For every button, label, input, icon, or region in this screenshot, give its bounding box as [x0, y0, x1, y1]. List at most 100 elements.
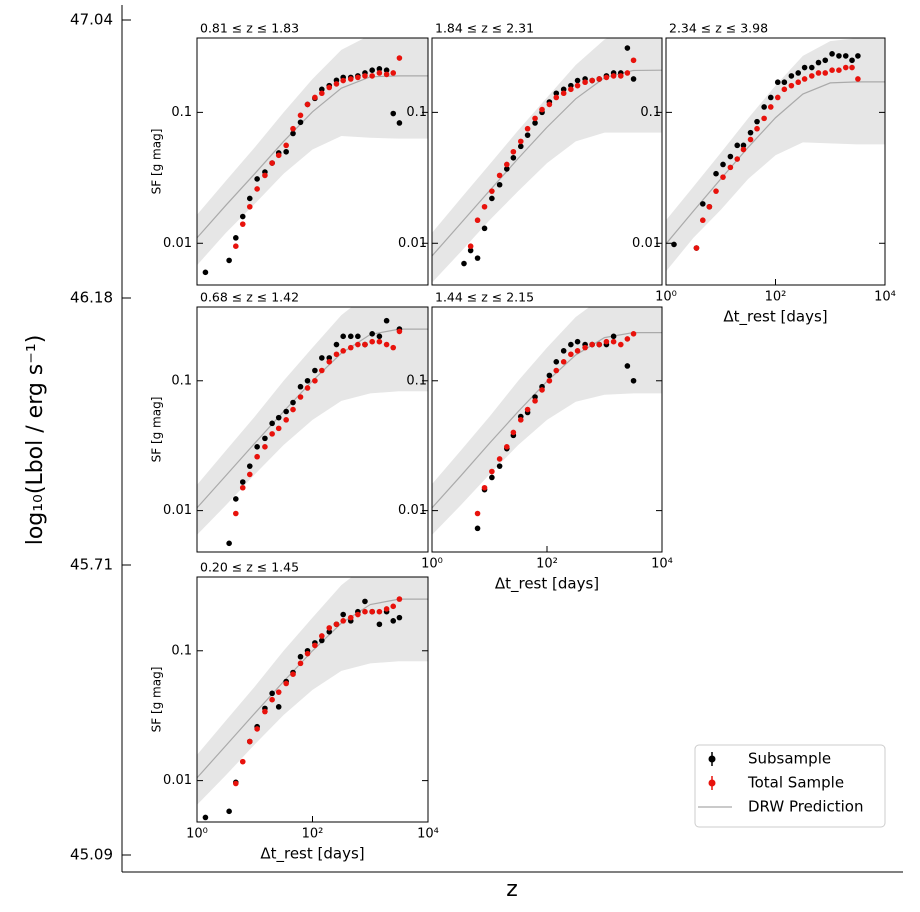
drw-line — [197, 75, 428, 239]
data-point — [517, 417, 524, 423]
data-point — [822, 57, 829, 64]
y-tick-label: 0.1 — [640, 105, 661, 120]
data-point — [283, 142, 289, 149]
data-point — [297, 119, 304, 126]
panel-title: 0.81 ≤ z ≤ 1.83 — [200, 21, 299, 36]
drw-band — [197, 577, 428, 805]
data-point — [801, 76, 808, 82]
data-point — [617, 73, 624, 79]
drw-band — [197, 38, 428, 266]
data-point — [390, 618, 397, 624]
data-point — [496, 463, 503, 469]
data-point — [262, 444, 268, 450]
data-point — [340, 618, 346, 624]
data-point — [304, 385, 311, 391]
data-point — [603, 74, 610, 81]
data-point — [795, 79, 802, 86]
data-point — [624, 45, 631, 51]
x-axis-label: Δt_rest [days] — [723, 308, 827, 327]
data-point — [312, 642, 318, 649]
data-point — [624, 70, 631, 76]
y-tick-label: 0.1 — [406, 373, 427, 388]
data-point — [560, 359, 567, 365]
panel-title: 1.44 ≤ z ≤ 2.15 — [435, 290, 534, 305]
data-point — [489, 188, 495, 194]
data-point — [333, 81, 340, 87]
data-point — [815, 70, 822, 76]
data-point — [233, 780, 239, 787]
data-point — [774, 94, 781, 101]
data-point — [254, 176, 260, 182]
data-point — [489, 468, 495, 475]
data-point — [727, 153, 734, 160]
data-point — [467, 243, 474, 249]
data-point — [524, 125, 531, 132]
legend-label: Total Sample — [747, 774, 844, 792]
legend-box — [694, 744, 886, 828]
y-tick-label: 0.01 — [398, 503, 427, 518]
data-point — [574, 77, 581, 84]
data-point — [362, 608, 368, 615]
data-point — [383, 606, 390, 612]
panel-plot — [432, 307, 662, 535]
data-point — [568, 341, 574, 348]
data-point — [239, 479, 246, 485]
data-point — [396, 328, 403, 335]
x-tick-label: 10⁰ — [421, 557, 443, 572]
data-point — [582, 344, 588, 351]
data-point — [836, 53, 842, 59]
y-tick-label: 0.01 — [163, 773, 192, 788]
data-point — [319, 367, 325, 374]
legend-label: DRW Prediction — [748, 798, 863, 816]
x-tick-label: 10² — [765, 290, 787, 305]
legend-marker — [708, 779, 716, 787]
y-tick-label: 0.1 — [171, 105, 192, 120]
data-point — [829, 67, 835, 73]
data-point — [474, 510, 481, 517]
data-point — [524, 132, 531, 138]
data-point — [740, 146, 747, 153]
data-point — [836, 67, 842, 73]
data-point — [269, 696, 275, 703]
data-point — [822, 70, 829, 76]
data-point — [347, 344, 354, 351]
data-point — [376, 333, 383, 340]
data-point — [312, 367, 318, 374]
data-point — [568, 86, 574, 93]
data-point — [290, 130, 296, 137]
data-point — [808, 73, 815, 79]
data-point — [740, 142, 747, 149]
data-point — [727, 164, 734, 171]
data-point — [319, 86, 325, 93]
legend-marker — [708, 755, 716, 763]
data-point — [326, 625, 333, 631]
data-point — [319, 355, 325, 361]
data-point — [671, 241, 677, 248]
data-point — [474, 217, 481, 224]
data-point — [510, 154, 517, 161]
data-point — [283, 680, 289, 687]
legend-label: Subsample — [748, 750, 831, 768]
data-point — [524, 406, 531, 413]
data-point — [347, 614, 354, 621]
data-point — [383, 67, 390, 73]
data-point — [855, 76, 861, 82]
y-tick-label: 47.04 — [70, 11, 113, 29]
data-point — [326, 629, 333, 635]
panel-plot — [197, 38, 428, 276]
y-tick-label: 46.18 — [70, 289, 113, 307]
data-point — [481, 225, 488, 232]
data-point — [275, 152, 282, 159]
data-point — [553, 94, 560, 101]
data-point — [720, 161, 726, 168]
data-point — [706, 203, 713, 210]
data-point — [504, 161, 510, 168]
data-point — [582, 79, 588, 86]
y-axis-label: SF [g mag] — [150, 129, 164, 195]
data-point — [510, 148, 517, 155]
data-point — [489, 474, 495, 481]
data-point — [761, 104, 767, 110]
data-point — [553, 90, 560, 97]
data-point — [383, 71, 390, 78]
data-point — [333, 341, 340, 348]
